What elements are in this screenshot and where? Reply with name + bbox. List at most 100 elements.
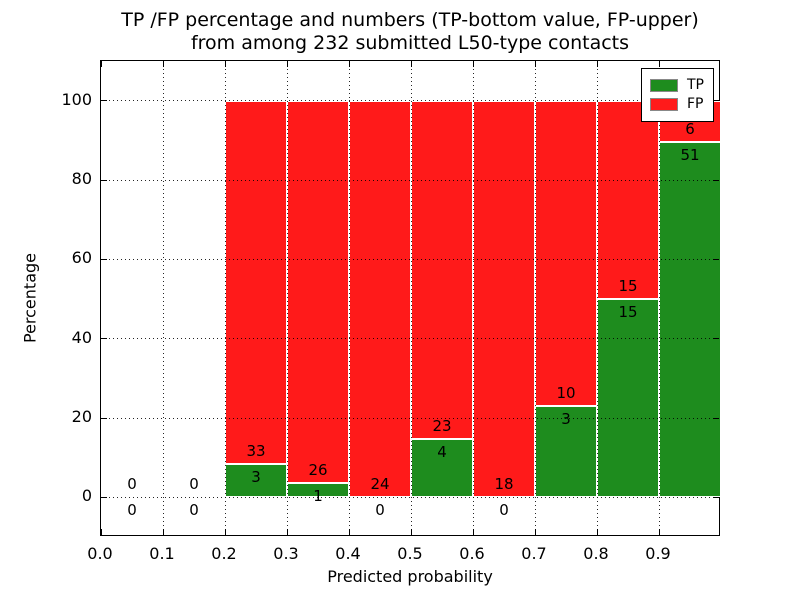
- chart-title-line1: TP /FP percentage and numbers (TP-bottom…: [121, 9, 699, 31]
- fp-count-label: 0: [127, 475, 137, 494]
- y-tick: [101, 338, 107, 340]
- x-tick: [658, 529, 660, 535]
- tp-count-label: 0: [189, 501, 199, 520]
- fp-count-label: 26: [308, 460, 328, 479]
- y-tick-right: [713, 100, 719, 102]
- bar-tp-segment: [597, 299, 659, 498]
- tp-count-label: 0: [127, 501, 137, 520]
- tp-count-label: 0: [375, 501, 385, 520]
- y-gridline: [101, 338, 719, 340]
- y-tick: [101, 179, 107, 181]
- x-gridline: [534, 61, 536, 537]
- tp-count-label: 3: [561, 409, 571, 428]
- chart-title-line2: from among 232 submitted L50-type contac…: [190, 32, 630, 54]
- tp-count-label: 3: [251, 468, 261, 487]
- legend-label-fp: FP: [687, 96, 704, 112]
- y-gridline: [101, 258, 719, 260]
- y-tick-right: [713, 179, 719, 181]
- y-tick: [101, 258, 107, 260]
- y-tick-right: [713, 417, 719, 419]
- x-gridline: [348, 61, 350, 537]
- x-tick-top: [596, 61, 598, 67]
- fp-count-label: 18: [494, 475, 514, 494]
- x-gridline: [162, 61, 164, 537]
- x-tick-label: 0.5: [397, 544, 423, 563]
- fp-swatch-icon: [650, 97, 678, 111]
- fp-count-label: 24: [370, 475, 390, 494]
- y-gridline: [101, 496, 719, 498]
- x-tick: [348, 529, 350, 535]
- x-tick-top: [472, 61, 474, 67]
- legend-entry-fp: FP: [650, 96, 704, 112]
- fp-count-label: 33: [246, 442, 266, 461]
- y-tick-label: 40: [71, 327, 92, 347]
- x-tick-label: 0.9: [645, 544, 671, 563]
- x-tick-top: [534, 61, 536, 67]
- x-tick-label: 0.8: [583, 544, 609, 563]
- x-axis-label: Predicted probability: [327, 567, 493, 586]
- x-tick-label: 0.2: [211, 544, 237, 563]
- y-gridline: [101, 100, 719, 102]
- legend-label-tp: TP: [687, 77, 704, 93]
- fp-count-label: 23: [432, 416, 452, 435]
- x-tick-label: 0.6: [459, 544, 485, 563]
- x-tick-top: [286, 61, 288, 67]
- legend-entry-tp: TP: [650, 77, 704, 93]
- y-tick: [101, 496, 107, 498]
- x-tick-top: [162, 61, 164, 67]
- y-gridline: [101, 179, 719, 181]
- bar-fp-segment: [411, 100, 473, 439]
- bar-fp-segment: [349, 100, 411, 498]
- x-tick: [286, 529, 288, 535]
- y-tick-label: 60: [71, 248, 92, 268]
- x-tick: [162, 529, 164, 535]
- x-gridline: [472, 61, 474, 537]
- y-tick-label: 100: [61, 89, 92, 109]
- tp-count-label: 51: [680, 146, 700, 165]
- tp-count-label: 4: [437, 442, 447, 461]
- x-tick-label: 0.3: [273, 544, 299, 563]
- x-tick-label: 0.0: [87, 544, 113, 563]
- y-gridline: [101, 417, 719, 419]
- y-tick-right: [713, 258, 719, 260]
- y-tick-right: [713, 338, 719, 340]
- x-tick-label: 0.4: [335, 544, 361, 563]
- x-gridline: [224, 61, 226, 537]
- bar-tp-segment: [659, 142, 721, 498]
- x-gridline: [286, 61, 288, 537]
- x-tick: [224, 529, 226, 535]
- x-tick: [534, 529, 536, 535]
- tp-count-label: 0: [499, 501, 509, 520]
- tp-count-label: 1: [313, 486, 323, 505]
- legend: TP FP: [641, 68, 714, 122]
- y-tick-label: 80: [71, 169, 92, 188]
- x-tick-top: [410, 61, 412, 67]
- bar-fp-segment: [597, 100, 659, 299]
- bar-tp-segment: [535, 405, 597, 498]
- x-gridline: [410, 61, 412, 537]
- fp-count-label: 6: [685, 120, 695, 139]
- x-tick: [472, 529, 474, 535]
- x-tick: [410, 529, 412, 535]
- bar-tp-segment: [411, 438, 473, 498]
- fp-count-label: 0: [189, 475, 199, 494]
- tp-count-label: 15: [618, 303, 638, 321]
- fp-count-label: 10: [556, 383, 576, 402]
- bar-fp-segment: [473, 100, 535, 498]
- x-tick: [596, 529, 598, 535]
- y-tick: [101, 100, 107, 102]
- x-gridline: [596, 61, 598, 537]
- bar-fp-segment: [225, 100, 287, 465]
- bar-fp-segment: [287, 100, 349, 483]
- bar-tp-segment: [225, 464, 287, 498]
- x-tick-top: [224, 61, 226, 67]
- y-tick-label: 0: [81, 486, 92, 506]
- x-gridline: [658, 61, 660, 537]
- x-tick-top: [658, 61, 660, 67]
- chart-title: TP /FP percentage and numbers (TP-bottom…: [100, 9, 720, 55]
- x-tick-label: 0.1: [149, 544, 175, 563]
- y-tick: [101, 417, 107, 419]
- x-tick-label: 0.7: [521, 544, 547, 563]
- x-tick: [100, 529, 102, 535]
